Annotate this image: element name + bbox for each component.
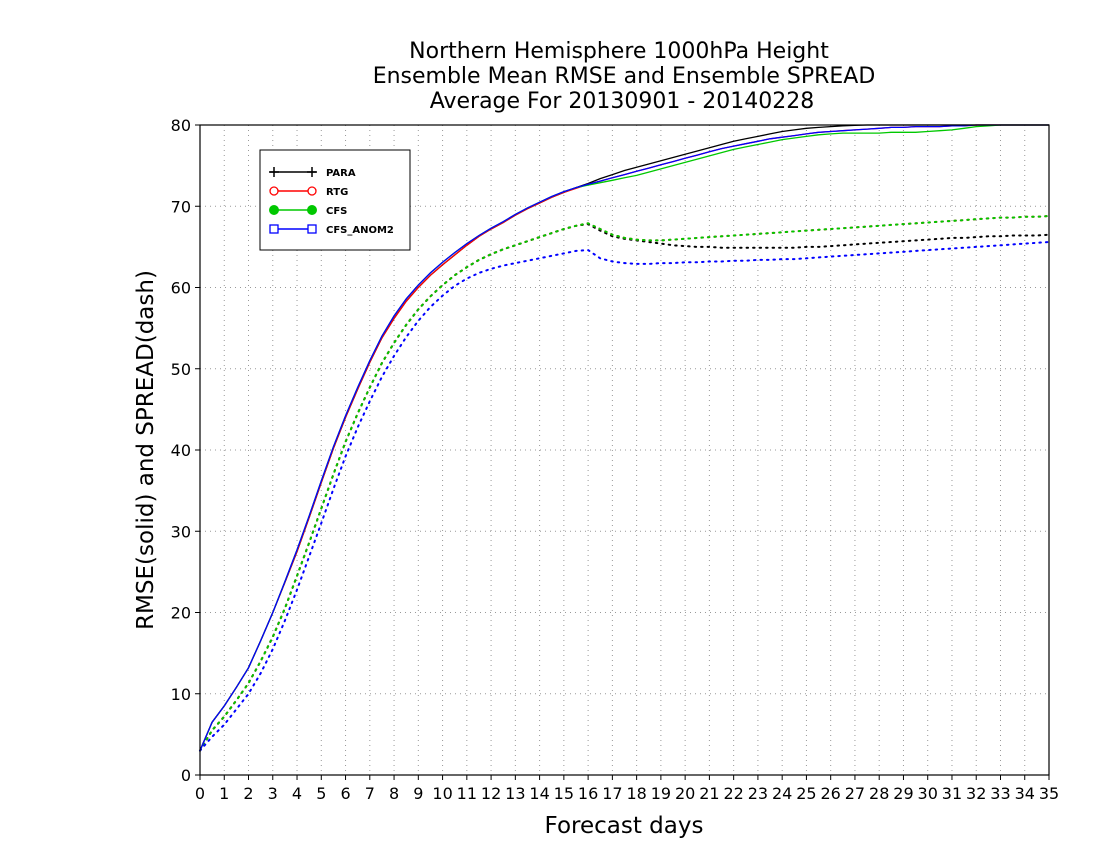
legend-marker-plus	[269, 167, 279, 177]
chart-title-line-1: Northern Hemisphere 1000hPa Height	[409, 39, 829, 64]
x-tick-label: 13	[505, 784, 525, 803]
y-tick-label: 60	[171, 279, 191, 298]
x-tick-label: 27	[845, 784, 865, 803]
y-tick-label: 40	[171, 441, 191, 460]
series-cfs-anom2-rmse-line	[199, 124, 1049, 751]
legend-box	[259, 149, 411, 251]
x-tick-label: 19	[651, 784, 671, 803]
x-tick-label: 34	[1015, 784, 1035, 803]
y-tick-label: 30	[171, 522, 191, 541]
x-tick-label: 28	[869, 784, 889, 803]
legend-marker-open-circle	[307, 186, 317, 196]
grid-lines	[200, 125, 1049, 775]
legend-marker-open-circle	[269, 186, 279, 196]
x-tick-label: 25	[796, 784, 816, 803]
y-tick-label: 0	[181, 766, 191, 785]
legend-marker-open-square	[269, 224, 279, 234]
legend-marker-plus	[307, 167, 317, 177]
series-para-spread-line	[199, 223, 1050, 752]
legend-marker-open-square	[307, 224, 317, 234]
legend-marker-filled-circle	[307, 205, 317, 215]
x-tick-label: 0	[195, 784, 205, 803]
legend-item-rtg: RTG	[269, 186, 348, 198]
x-tick-label: 31	[942, 784, 962, 803]
series-layer	[199, 124, 1050, 752]
x-tick-label: 2	[243, 784, 253, 803]
x-tick-label: 6	[340, 784, 350, 803]
x-tick-label: 24	[772, 784, 792, 803]
chart-title-line-3: Average For 20130901 - 20140228	[430, 89, 815, 114]
series-cfs-spread-line	[199, 215, 1050, 752]
x-tick-label: 12	[481, 784, 501, 803]
x-tick-label: 17	[602, 784, 622, 803]
x-tick-label: 4	[292, 784, 302, 803]
x-tick-label: 10	[432, 784, 452, 803]
x-tick-label: 35	[1039, 784, 1059, 803]
x-tick-label: 11	[457, 784, 477, 803]
x-tick-label: 30	[918, 784, 938, 803]
x-axis-ticks: 0 1 2 3 4 5 6 7 8 9 10 11 12 13 14 15 16 17 18 19 20 21 22 23 24…	[195, 775, 1059, 803]
series-rtg-spread-line	[199, 215, 1050, 752]
legend-marker-filled-circle	[269, 205, 279, 215]
y-tick-label: 70	[171, 197, 191, 216]
y-tick-label: 20	[171, 604, 191, 623]
legend-item-cfs-anom2: CFS_ANOM2	[269, 224, 394, 236]
legend-label: RTG	[326, 187, 348, 198]
legend-item-para: PARA	[269, 167, 356, 179]
x-tick-label: 16	[578, 784, 598, 803]
x-tick-label: 26	[821, 784, 841, 803]
x-tick-label: 33	[990, 784, 1010, 803]
x-tick-label: 1	[219, 784, 229, 803]
x-tick-label: 15	[554, 784, 574, 803]
chart-title-line-2: Ensemble Mean RMSE and Ensemble SPREAD	[373, 64, 876, 89]
x-tick-label: 18	[626, 784, 646, 803]
x-tick-label: 22	[723, 784, 743, 803]
legend-label: CFS_ANOM2	[326, 225, 394, 236]
legend-label: PARA	[326, 168, 356, 179]
x-tick-label: 5	[316, 784, 326, 803]
x-axis-label: Forecast days	[545, 813, 704, 839]
x-tick-label: 21	[699, 784, 719, 803]
series-cfs-anom2-spread-line	[199, 241, 1050, 752]
legend-item-cfs: CFS	[269, 205, 347, 217]
y-axis-ticks: 0 10 20 30 40 50 60 70 80	[171, 116, 200, 785]
x-tick-label: 7	[365, 784, 375, 803]
x-tick-label: 3	[268, 784, 278, 803]
x-tick-label: 23	[748, 784, 768, 803]
y-tick-label: 80	[171, 116, 191, 135]
y-tick-label: 10	[171, 685, 191, 704]
x-tick-label: 20	[675, 784, 695, 803]
x-tick-label: 29	[893, 784, 913, 803]
x-tick-label: 9	[413, 784, 423, 803]
x-tick-label: 32	[966, 784, 986, 803]
legend-label: CFS	[326, 206, 347, 217]
legend: PARA RTG CFS CFS_ANOM2	[259, 149, 411, 251]
y-axis-label: RMSE(solid) and SPREAD(dash)	[133, 270, 159, 630]
y-tick-label: 50	[171, 360, 191, 379]
x-tick-label: 8	[389, 784, 399, 803]
x-tick-label: 14	[529, 784, 549, 803]
